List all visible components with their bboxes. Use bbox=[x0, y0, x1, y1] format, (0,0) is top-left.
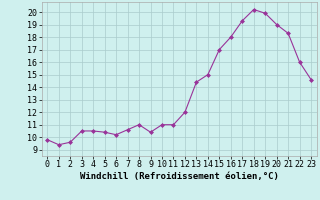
X-axis label: Windchill (Refroidissement éolien,°C): Windchill (Refroidissement éolien,°C) bbox=[80, 172, 279, 181]
